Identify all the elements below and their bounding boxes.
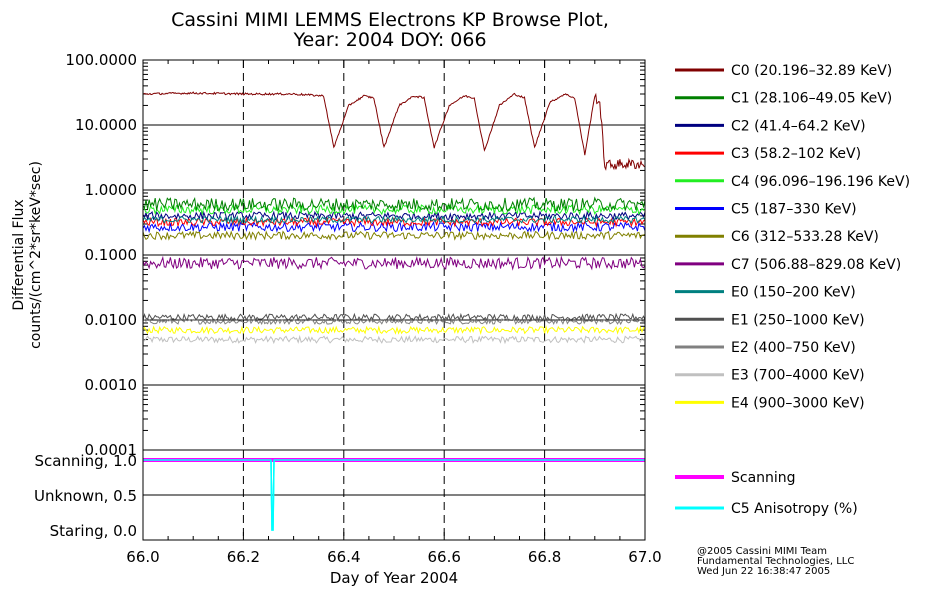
series-line-c0 — [142, 91, 646, 171]
legend-label-c0: C0 (20.196–32.89 KeV) — [731, 63, 892, 79]
series-line-e3 — [142, 334, 646, 345]
chart-title-line2: Year: 2004 DOY: 066 — [293, 29, 487, 51]
y-axis-label-units: counts/(cm^2*sr*keV*sec) — [28, 161, 44, 349]
series-line-e0 — [142, 214, 646, 225]
series-line-c1 — [142, 196, 646, 213]
y-tick-label: 10.0000 — [75, 116, 137, 134]
mode-panel-frame — [142, 449, 646, 541]
mode-tick-label: Unknown, 0.5 — [34, 487, 137, 505]
x-tick-label: 66.8 — [528, 548, 561, 566]
credit-line-3: Wed Jun 22 16:38:47 2005 — [697, 566, 831, 577]
legend-label-e0: E0 (150–200 KeV) — [731, 285, 856, 301]
y-tick-label: 0.0001 — [85, 441, 138, 459]
legend-label-c5: C5 (187–330 KeV) — [731, 202, 857, 218]
y-tick-label: 100.0000 — [65, 51, 137, 69]
x-tick-label: 66.2 — [227, 548, 260, 566]
series-line-c4 — [142, 203, 646, 216]
anisotropy-spike — [270, 459, 275, 531]
series-line-c7 — [142, 255, 646, 271]
legend-label-c2: C2 (41.4–64.2 KeV) — [731, 118, 866, 134]
legend-label-e2: E2 (400–750 KeV) — [731, 340, 856, 356]
mode-tick-label: Scanning, 1.0 — [34, 452, 137, 470]
x-tick-label: 66.6 — [427, 548, 460, 566]
x-tick-label: 67.0 — [628, 548, 661, 566]
legend-label-e3: E3 (700–4000 KeV) — [731, 368, 865, 384]
legend-label-scanning: Scanning — [731, 470, 796, 486]
x-axis-label: Day of Year 2004 — [330, 569, 458, 587]
y-tick-label: 0.1000 — [85, 246, 138, 264]
legend-label-c3: C3 (58.2–102 KeV) — [731, 146, 861, 162]
y-tick-label: 0.0010 — [85, 376, 138, 394]
credit-line-2: Fundamental Technologies, LLC — [697, 556, 855, 567]
mode-tick-label: Staring, 0.0 — [50, 522, 137, 540]
y-axis-label: Differential Flux — [11, 199, 27, 310]
legend-label-c7: C7 (506.88–829.08 KeV) — [731, 257, 901, 273]
series-line-e1 — [142, 312, 646, 323]
credit-line-1: @2005 Cassini MIMI Team — [697, 546, 827, 557]
chart-title-line1: Cassini MIMI LEMMS Electrons KP Browse P… — [171, 9, 609, 31]
legend-label-c4: C4 (96.096–196.196 KeV) — [731, 174, 910, 190]
legend-label-c1: C1 (28.106–49.05 KeV) — [731, 91, 892, 107]
series-line-c6 — [142, 229, 646, 242]
x-tick-label: 66.0 — [126, 548, 159, 566]
legend-label-e4: E4 (900–3000 KeV) — [731, 395, 865, 411]
y-tick-label: 1.0000 — [85, 181, 138, 199]
legend-label-c6: C6 (312–533.28 KeV) — [731, 229, 879, 245]
x-tick-label: 66.4 — [327, 548, 360, 566]
legend-label-c5-anisotropy: C5 Anisotropy (%) — [731, 501, 858, 517]
legend-label-e1: E1 (250–1000 KeV) — [731, 312, 865, 328]
series-line-e4 — [142, 325, 646, 335]
y-tick-label: 0.0100 — [85, 311, 138, 329]
